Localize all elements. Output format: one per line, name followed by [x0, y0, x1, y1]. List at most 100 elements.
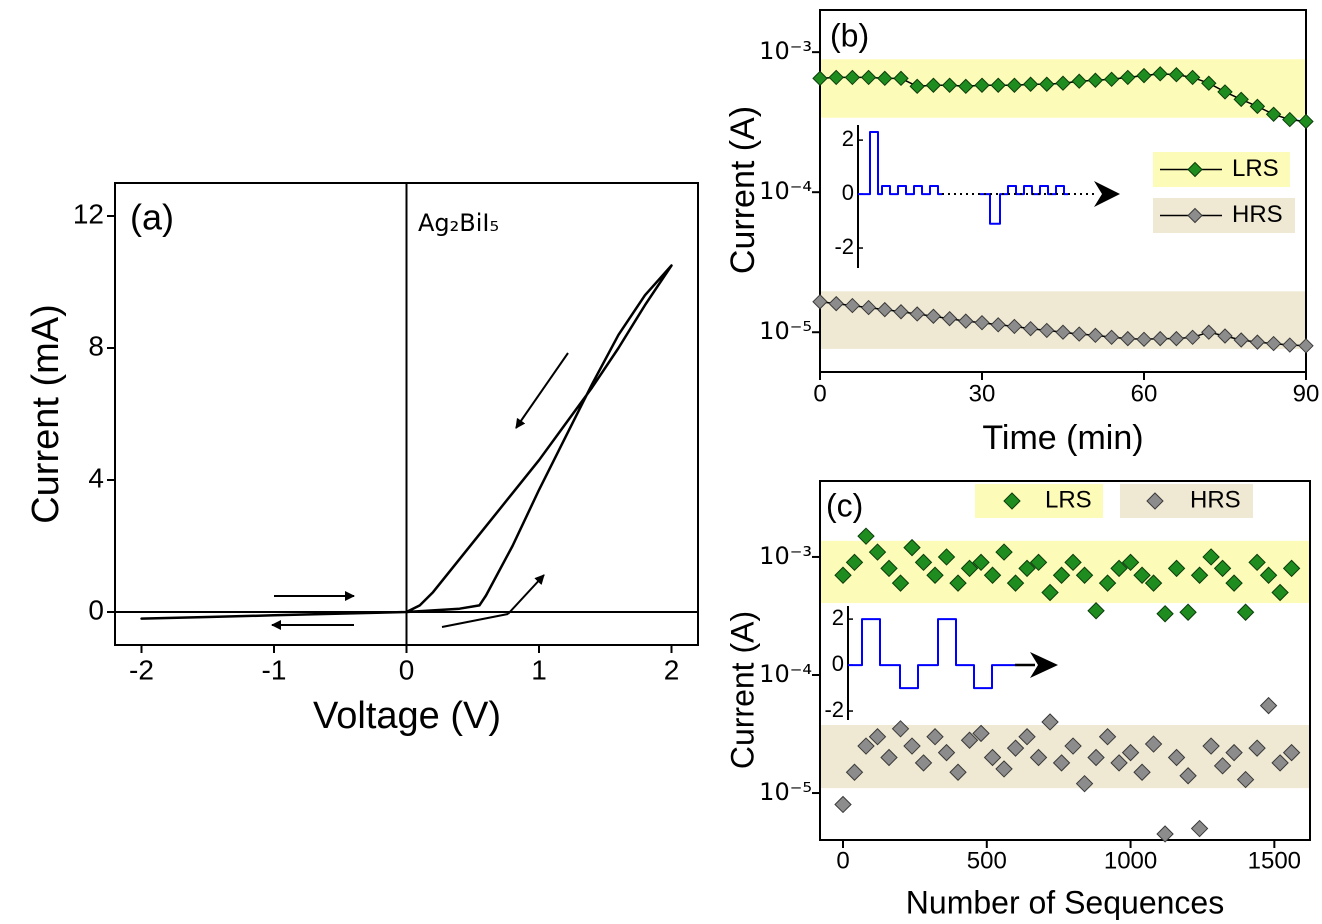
marker	[834, 566, 852, 584]
marker	[1018, 728, 1036, 746]
x-tick-label: 60	[1131, 380, 1158, 407]
y-tick-label: 12	[73, 198, 104, 229]
x-axis-label: Time (min)	[982, 419, 1143, 457]
marker	[1236, 770, 1255, 789]
y-tick-label: 0	[88, 594, 104, 625]
marker	[1075, 774, 1094, 793]
marker	[1087, 602, 1105, 620]
marker	[1041, 583, 1059, 602]
marker	[903, 737, 921, 755]
marker	[949, 574, 967, 592]
marker	[828, 69, 844, 86]
marker	[860, 69, 877, 86]
marker	[909, 306, 925, 322]
marker	[990, 77, 1006, 93]
marker	[937, 743, 956, 762]
marker	[960, 559, 979, 578]
marker	[1136, 67, 1152, 84]
marker	[1098, 728, 1117, 746]
marker	[941, 77, 958, 93]
marker	[1052, 754, 1071, 772]
x-tick-label: 0	[813, 380, 826, 407]
legend-box	[975, 484, 1103, 518]
x-tick-label: 30	[969, 380, 996, 407]
marker	[974, 314, 990, 331]
arrow	[507, 574, 545, 615]
marker	[1184, 69, 1201, 86]
marker	[877, 301, 893, 318]
marker	[1006, 318, 1023, 335]
y-tick-label: 10⁻⁵	[759, 778, 812, 806]
marker	[868, 543, 887, 561]
marker	[1052, 566, 1071, 584]
marker	[972, 553, 990, 572]
x-tick-label: 90	[1293, 380, 1320, 407]
marker	[1041, 713, 1059, 731]
marker	[1075, 566, 1094, 584]
marker	[893, 70, 909, 87]
marker	[1156, 605, 1174, 623]
marker	[1120, 69, 1136, 86]
marker	[844, 69, 861, 86]
marker	[1282, 559, 1301, 578]
panel-label: (a)	[130, 197, 174, 238]
marker	[914, 553, 933, 572]
inset-waveform	[858, 131, 1068, 225]
marker	[909, 78, 925, 95]
marker	[828, 295, 844, 312]
marker	[1133, 566, 1151, 584]
marker	[1233, 332, 1249, 348]
x-tick-label: 2	[664, 654, 680, 685]
marker	[925, 77, 942, 93]
legend-marker	[1003, 492, 1021, 510]
x-tick-label: 0	[836, 847, 849, 874]
marker	[1087, 327, 1104, 344]
marker	[1103, 71, 1120, 88]
marker	[974, 77, 990, 93]
marker	[1098, 574, 1117, 592]
annotation: Ag₂BiI₅	[418, 209, 499, 237]
inset-tick-label: -2	[824, 697, 844, 722]
marker	[1006, 574, 1025, 592]
inset-waveform	[848, 618, 1015, 690]
x-axis-label: Number of Sequences	[906, 884, 1224, 920]
marker	[1039, 322, 1055, 339]
marker	[1121, 743, 1140, 762]
marker	[1018, 559, 1036, 578]
plot: 0 30 60 90 10⁻³ 10⁻⁴ 10⁻⁵ Time (min) Current (A)…	[724, 9, 1320, 457]
marker	[1029, 748, 1048, 767]
marker	[958, 313, 974, 329]
y-tick-label: 8	[88, 330, 104, 361]
legend-label: LRS	[1045, 486, 1092, 513]
marker	[1259, 566, 1278, 584]
arrow	[515, 352, 569, 429]
marker	[1168, 330, 1185, 347]
marker	[1168, 67, 1185, 83]
marker	[1265, 335, 1282, 352]
y-axis-label: Current (A)	[724, 106, 762, 274]
marker	[812, 294, 828, 310]
marker	[868, 728, 887, 746]
marker	[1110, 754, 1128, 772]
marker	[1249, 334, 1266, 350]
x-tick-label: 1	[531, 654, 547, 685]
marker	[1248, 553, 1266, 572]
marker	[1298, 338, 1314, 354]
inset-arrowhead	[1030, 652, 1058, 678]
marker	[1179, 603, 1197, 621]
y-tick-label: 10⁻⁴	[759, 660, 812, 688]
marker	[1006, 77, 1023, 93]
x-tick-label: -2	[129, 654, 154, 685]
marker	[937, 548, 956, 566]
legend-label: HRS	[1190, 486, 1241, 513]
marker	[1152, 330, 1168, 347]
legend-label: HRS	[1232, 201, 1283, 228]
marker	[877, 70, 893, 87]
marker	[834, 795, 852, 814]
marker	[880, 748, 898, 767]
x-tick-label: 1500	[1248, 847, 1301, 874]
marker	[1006, 739, 1025, 757]
marker	[1087, 748, 1105, 767]
panel-label: (c)	[826, 487, 863, 523]
